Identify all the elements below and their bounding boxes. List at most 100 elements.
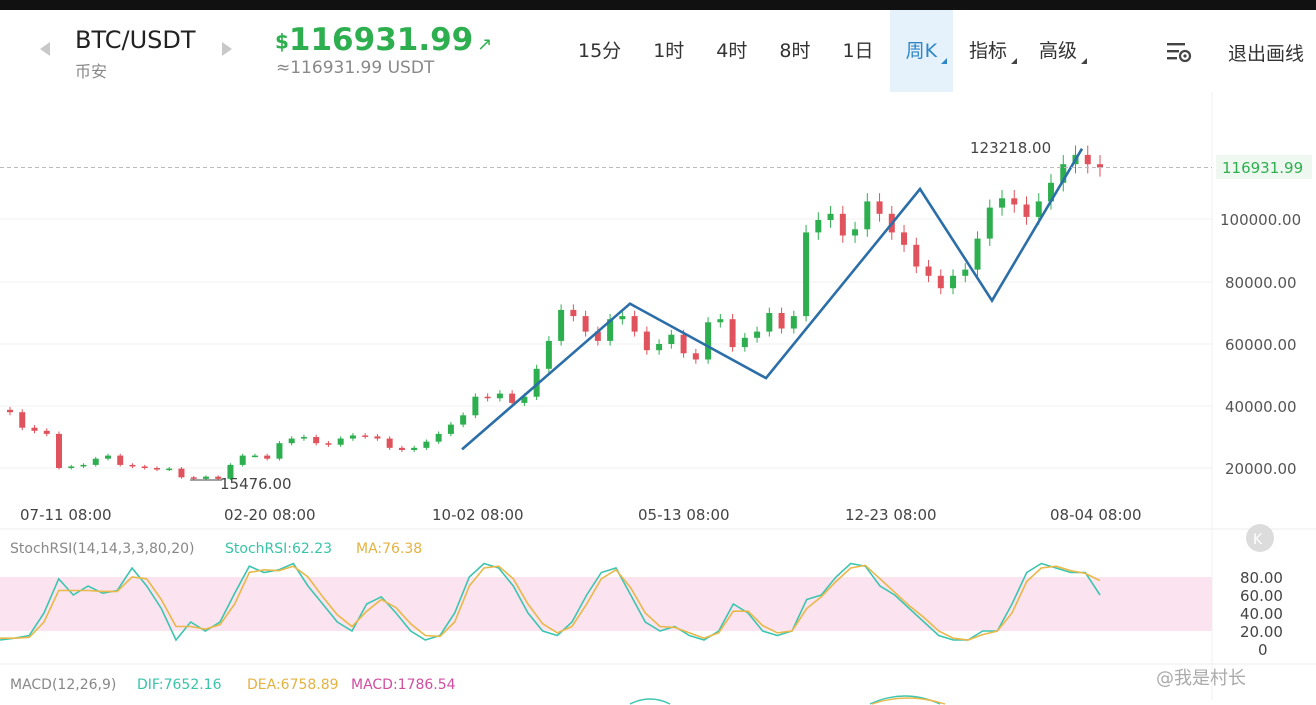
- candle-body: [447, 424, 454, 434]
- tab-label: 1时: [653, 40, 685, 62]
- dropdown-corner-icon: [1011, 58, 1018, 64]
- prev-pair-arrow-icon[interactable]: [40, 42, 50, 56]
- candle-body: [913, 244, 920, 267]
- candle-body: [558, 309, 565, 341]
- macd-dea-value: DEA:6758.89: [247, 677, 339, 693]
- candle-body: [411, 447, 418, 451]
- candle-body: [999, 198, 1006, 208]
- tab-label: 指标: [969, 40, 1008, 62]
- collapse-chevron-icon: K: [1253, 532, 1263, 548]
- candle-body: [1023, 204, 1030, 217]
- candle-body: [594, 331, 601, 341]
- candle-body: [7, 409, 13, 413]
- candle-body: [803, 232, 810, 317]
- tab-indicators[interactable]: 指标: [953, 10, 1023, 92]
- candle-body: [1035, 201, 1042, 217]
- candle-body: [631, 316, 638, 332]
- macd-dif-line: [629, 698, 671, 705]
- candle-body: [950, 275, 957, 289]
- high-price-label: 123218.00: [970, 139, 1051, 157]
- candle-body: [1048, 182, 1055, 202]
- candle-body: [570, 309, 577, 317]
- candle-body: [986, 207, 993, 239]
- tab-1d[interactable]: 1日: [826, 10, 889, 92]
- candle-body: [729, 319, 736, 348]
- candle-body: [876, 201, 883, 214]
- tab-1h[interactable]: 1时: [637, 10, 700, 92]
- stochrsi-ma-value: MA:76.38: [356, 541, 422, 557]
- chart-settings-icon[interactable]: [1165, 40, 1193, 64]
- tab-4h[interactable]: 4时: [700, 10, 763, 92]
- candle-body: [815, 220, 822, 233]
- candle-body: [1060, 164, 1067, 183]
- tab-8h[interactable]: 8时: [763, 10, 826, 92]
- candle-body: [1084, 154, 1091, 165]
- timeframe-tabs: 15分 1时 4时 8时 1日 周K 指标 高级: [562, 10, 1093, 92]
- candle-body: [80, 464, 87, 467]
- time-axis: 07-11 08:00 02-20 08:00 10-02 08:00 05-1…: [20, 506, 1142, 524]
- watermark: @我是村长: [1156, 668, 1246, 689]
- candle-body: [227, 464, 234, 479]
- price-up-arrow-icon: ↗: [477, 34, 493, 55]
- candle-body: [129, 464, 136, 467]
- candlesticks: [7, 145, 1103, 481]
- candle-body: [521, 396, 528, 403]
- candle-body: [386, 438, 393, 448]
- stochrsi-legend: StochRSI(14,14,3,3,80,20) StochRSI:62.23…: [10, 541, 422, 557]
- y-tick-label: 40000.00: [1225, 398, 1297, 416]
- candle-body: [790, 316, 797, 329]
- exit-drawing-button[interactable]: 退出画线: [1228, 43, 1305, 65]
- price-value: 116931.99: [288, 22, 474, 58]
- candle-body: [251, 455, 258, 458]
- macd-title: MACD(12,26,9): [10, 677, 116, 693]
- tab-label: 高级: [1039, 40, 1078, 62]
- x-tick-label: 12-23 08:00: [845, 506, 937, 524]
- tab-15m[interactable]: 15分: [562, 10, 637, 92]
- collapse-indicator-button[interactable]: [1246, 524, 1274, 552]
- price-axis: 100000.00 80000.00 60000.00 40000.00 200…: [1220, 211, 1301, 478]
- candle-body: [692, 353, 699, 360]
- candle-body: [496, 393, 503, 399]
- candle-body: [852, 229, 859, 236]
- trading-pair[interactable]: BTC/USDT: [75, 26, 196, 54]
- stochrsi-line: [0, 562, 1101, 642]
- candle-body: [43, 430, 50, 434]
- header: BTC/USDT 币安 $116931.99 ↗ ≈116931.99 USDT …: [0, 10, 1316, 92]
- stochrsi-band: [0, 577, 1212, 631]
- candle-body: [398, 447, 405, 451]
- tab-label: 4时: [716, 40, 748, 62]
- y-tick-label: 80000.00: [1225, 274, 1297, 292]
- candle-body: [117, 455, 124, 465]
- next-pair-arrow-icon[interactable]: [222, 42, 232, 56]
- exchange-name: 币安: [75, 62, 108, 81]
- candle-body: [31, 427, 38, 431]
- candle-body: [717, 319, 724, 323]
- candle-body: [766, 313, 773, 332]
- candle-body: [864, 201, 871, 230]
- candle-body: [460, 415, 467, 425]
- candle-body: [901, 232, 908, 245]
- candle-body: [215, 476, 222, 479]
- candle-body: [202, 476, 209, 479]
- zigzag-trendline[interactable]: [461, 148, 1084, 451]
- candle-body: [276, 443, 283, 459]
- candle-body: [337, 438, 344, 445]
- candle-body: [1011, 198, 1018, 205]
- candle-body: [937, 275, 944, 289]
- tab-weekly[interactable]: 周K: [889, 10, 954, 92]
- macd-histogram-value: MACD:1786.54: [351, 677, 456, 693]
- x-tick-label: 08-04 08:00: [1050, 506, 1142, 524]
- tab-advanced[interactable]: 高级: [1023, 10, 1093, 92]
- stochrsi-ma-line: [0, 564, 1101, 641]
- candle-body: [705, 322, 712, 360]
- stochrsi-title: StochRSI(14,14,3,3,80,20): [10, 541, 195, 557]
- dropdown-corner-icon: [1081, 58, 1088, 64]
- candle-body: [656, 344, 663, 351]
- y-tick-label: 40.00: [1240, 605, 1283, 623]
- candle-body: [264, 455, 271, 459]
- candle-body: [472, 396, 479, 416]
- candle-body: [545, 340, 552, 369]
- price-grid: [0, 92, 1213, 700]
- y-tick-label: 60.00: [1240, 587, 1283, 605]
